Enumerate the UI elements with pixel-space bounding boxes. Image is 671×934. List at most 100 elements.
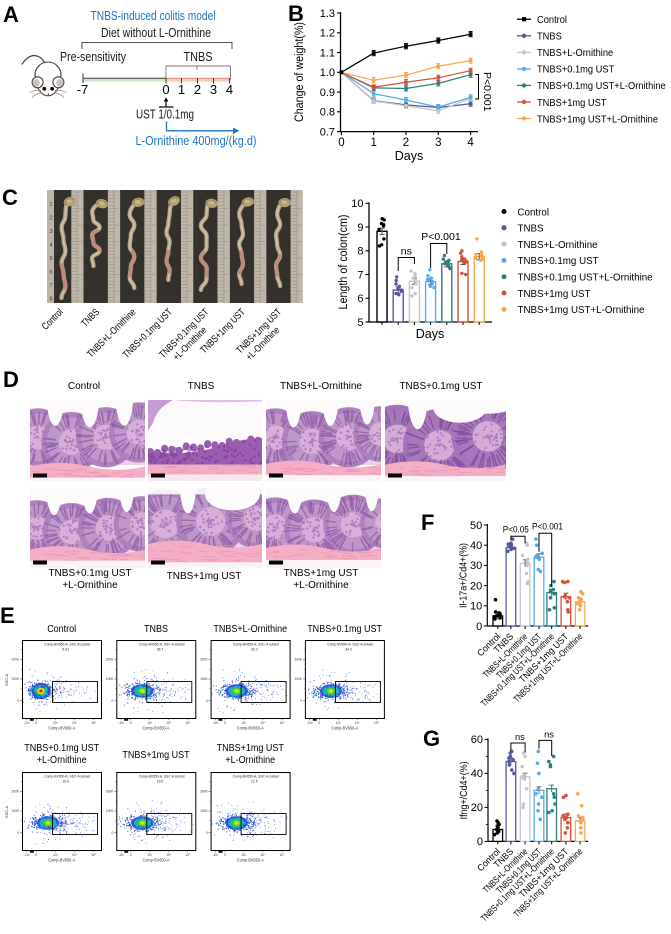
- svg-text:0.7: 0.7: [320, 126, 335, 138]
- svg-text:Control: Control: [518, 206, 550, 218]
- svg-text:10⁴: 10⁴: [261, 721, 267, 725]
- svg-text:200K: 200K: [106, 658, 114, 662]
- svg-text:8: 8: [49, 297, 52, 303]
- svg-text:10⁵: 10⁵: [91, 721, 97, 725]
- svg-text:-10³: -10³: [307, 721, 313, 725]
- svg-text:ns: ns: [544, 730, 554, 740]
- svg-text:A: A: [3, 2, 19, 27]
- svg-text:10⁴: 10⁴: [72, 853, 78, 857]
- svg-text:TNBS+0.1mg UST: TNBS+0.1mg UST: [537, 65, 614, 76]
- svg-text:1.2: 1.2: [320, 28, 335, 40]
- svg-text:Comp-BV650-A: Comp-BV650-A: [48, 858, 75, 863]
- svg-text:10⁴: 10⁴: [355, 721, 361, 725]
- svg-text:30: 30: [470, 560, 482, 572]
- svg-text:Comp-BV650-A: Comp-BV650-A: [143, 726, 170, 731]
- svg-text:200K: 200K: [106, 790, 114, 794]
- svg-text:Comp-BV650-A: Comp-BV650-A: [237, 858, 264, 863]
- svg-text:TNBS+0.1mg UST: TNBS+0.1mg UST: [48, 568, 131, 579]
- svg-text:Comp-BV650-A, SSC-A subset: Comp-BV650-A, SSC-A subset: [139, 643, 185, 647]
- svg-text:100K: 100K: [12, 677, 20, 681]
- svg-text:20: 20: [471, 802, 483, 814]
- svg-text:20: 20: [470, 580, 482, 592]
- svg-text:0: 0: [17, 699, 19, 703]
- svg-text:32.2: 32.2: [251, 648, 258, 652]
- svg-text:10³: 10³: [53, 721, 58, 725]
- svg-text:Days: Days: [395, 149, 423, 163]
- svg-text:19.5: 19.5: [157, 780, 164, 784]
- svg-text:9: 9: [357, 222, 363, 234]
- svg-text:TNBS+0.1mg UST: TNBS+0.1mg UST: [24, 743, 99, 754]
- svg-text:Control: Control: [68, 381, 100, 392]
- svg-text:Diet without L-Ornithine: Diet without L-Ornithine: [101, 26, 211, 40]
- svg-text:TNBS-induced colitis model: TNBS-induced colitis model: [91, 9, 216, 23]
- svg-text:Il-17a+/Cd4+(%): Il-17a+/Cd4+(%): [458, 543, 469, 608]
- svg-text:10⁴: 10⁴: [72, 721, 78, 725]
- svg-text:TNBS: TNBS: [188, 381, 215, 392]
- svg-text:50: 50: [470, 520, 482, 532]
- svg-text:0: 0: [130, 721, 132, 725]
- svg-text:40: 40: [471, 768, 483, 780]
- svg-text:P<0.001: P<0.001: [532, 522, 563, 532]
- svg-text:16.6: 16.6: [62, 780, 69, 784]
- svg-text:10⁵: 10⁵: [280, 853, 286, 857]
- svg-text:100K: 100K: [106, 809, 114, 813]
- svg-text:-7: -7: [77, 82, 89, 97]
- svg-text:0: 0: [35, 721, 37, 725]
- svg-text:4: 4: [467, 137, 474, 149]
- svg-text:100K: 100K: [106, 677, 114, 681]
- svg-text:0: 0: [17, 831, 19, 835]
- svg-text:UST 1/0.1mg: UST 1/0.1mg: [136, 108, 194, 122]
- svg-text:Comp-BV650-A, SSC-A subset: Comp-BV650-A, SSC-A subset: [233, 643, 279, 647]
- svg-text:100K: 100K: [12, 809, 20, 813]
- svg-text:0: 0: [206, 831, 208, 835]
- svg-text:0: 0: [162, 82, 169, 97]
- svg-text:7: 7: [357, 269, 363, 281]
- svg-text:+L-Ornithine: +L-Ornithine: [37, 755, 87, 766]
- svg-text:TNBS+1mg UST: TNBS+1mg UST: [122, 750, 189, 761]
- svg-text:0: 0: [477, 836, 483, 848]
- svg-text:Comp-BV650-A: Comp-BV650-A: [237, 726, 264, 731]
- svg-text:TNBS+1mg UST: TNBS+1mg UST: [167, 571, 242, 582]
- svg-text:3: 3: [435, 137, 441, 149]
- svg-text:+L-Ornithine: +L-Ornithine: [225, 755, 275, 766]
- svg-text:0: 0: [35, 853, 37, 857]
- svg-text:Length of colon(cm): Length of colon(cm): [338, 214, 350, 309]
- svg-text:TNBS+L-Ornithine: TNBS+L-Ornithine: [537, 48, 614, 59]
- svg-text:12.5: 12.5: [251, 780, 258, 784]
- svg-text:100K: 100K: [200, 677, 208, 681]
- svg-text:6: 6: [49, 270, 52, 276]
- svg-text:34.2: 34.2: [345, 648, 352, 652]
- svg-text:-10³: -10³: [118, 721, 124, 725]
- svg-text:Control: Control: [47, 624, 76, 635]
- svg-text:10³: 10³: [336, 721, 341, 725]
- svg-text:TNBS+1mg UST: TNBS+1mg UST: [284, 568, 359, 579]
- svg-text:3: 3: [49, 229, 52, 235]
- svg-text:-10³: -10³: [24, 853, 30, 857]
- svg-text:C: C: [2, 185, 18, 210]
- svg-text:5.61: 5.61: [62, 648, 69, 652]
- svg-text:10⁵: 10⁵: [185, 853, 191, 857]
- svg-text:Comp-BV650-A, SSC-A subset: Comp-BV650-A, SSC-A subset: [327, 643, 373, 647]
- svg-text:Comp-BV650-A, SSC-A subset: Comp-BV650-A, SSC-A subset: [44, 775, 90, 779]
- svg-text:100K: 100K: [200, 809, 208, 813]
- svg-text:TNBS+L-Ornithine: TNBS+L-Ornithine: [280, 381, 362, 392]
- svg-text:60: 60: [471, 734, 483, 746]
- svg-text:100K: 100K: [294, 677, 302, 681]
- svg-text:TNBS+1mg UST+L-Ornithine: TNBS+1mg UST+L-Ornithine: [518, 304, 645, 316]
- svg-text:Comp-BV650-A: Comp-BV650-A: [143, 858, 170, 863]
- svg-text:1: 1: [370, 137, 376, 149]
- svg-text:TNBS+1mg UST+L-Ornithine: TNBS+1mg UST+L-Ornithine: [537, 114, 658, 125]
- svg-text:200K: 200K: [294, 658, 302, 662]
- svg-text:7: 7: [49, 283, 52, 289]
- svg-text:-10³: -10³: [24, 721, 30, 725]
- svg-text:10³: 10³: [242, 721, 247, 725]
- svg-text:10: 10: [470, 601, 482, 613]
- svg-text:0: 0: [112, 831, 114, 835]
- svg-text:0: 0: [130, 853, 132, 857]
- svg-text:0: 0: [224, 721, 226, 725]
- svg-text:P<0.001: P<0.001: [421, 231, 461, 243]
- svg-text:SSC-A: SSC-A: [4, 674, 9, 687]
- svg-text:1: 1: [49, 202, 52, 208]
- svg-text:Comp-BV650-A: Comp-BV650-A: [48, 726, 75, 731]
- svg-text:Comp-BV650-A, SSC-A subset: Comp-BV650-A, SSC-A subset: [44, 643, 90, 647]
